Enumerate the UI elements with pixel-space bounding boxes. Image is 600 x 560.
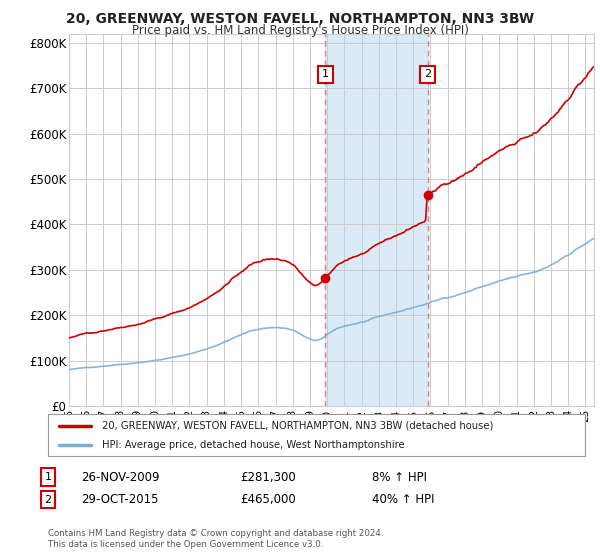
- Text: 40% ↑ HPI: 40% ↑ HPI: [372, 493, 434, 506]
- Text: HPI: Average price, detached house, West Northamptonshire: HPI: Average price, detached house, West…: [102, 440, 404, 450]
- Text: £465,000: £465,000: [240, 493, 296, 506]
- Text: 8% ↑ HPI: 8% ↑ HPI: [372, 470, 427, 484]
- Text: 29-OCT-2015: 29-OCT-2015: [81, 493, 158, 506]
- Text: 26-NOV-2009: 26-NOV-2009: [81, 470, 160, 484]
- Text: 2: 2: [44, 494, 52, 505]
- Text: 20, GREENWAY, WESTON FAVELL, NORTHAMPTON, NN3 3BW: 20, GREENWAY, WESTON FAVELL, NORTHAMPTON…: [66, 12, 534, 26]
- Text: 1: 1: [322, 69, 329, 80]
- Text: 1: 1: [44, 472, 52, 482]
- Text: 20, GREENWAY, WESTON FAVELL, NORTHAMPTON, NN3 3BW (detached house): 20, GREENWAY, WESTON FAVELL, NORTHAMPTON…: [102, 421, 493, 431]
- Text: 2: 2: [424, 69, 431, 80]
- Text: £281,300: £281,300: [240, 470, 296, 484]
- Bar: [325, 34, 428, 406]
- Text: Contains HM Land Registry data © Crown copyright and database right 2024.
This d: Contains HM Land Registry data © Crown c…: [48, 529, 383, 549]
- Text: Price paid vs. HM Land Registry's House Price Index (HPI): Price paid vs. HM Land Registry's House …: [131, 24, 469, 36]
